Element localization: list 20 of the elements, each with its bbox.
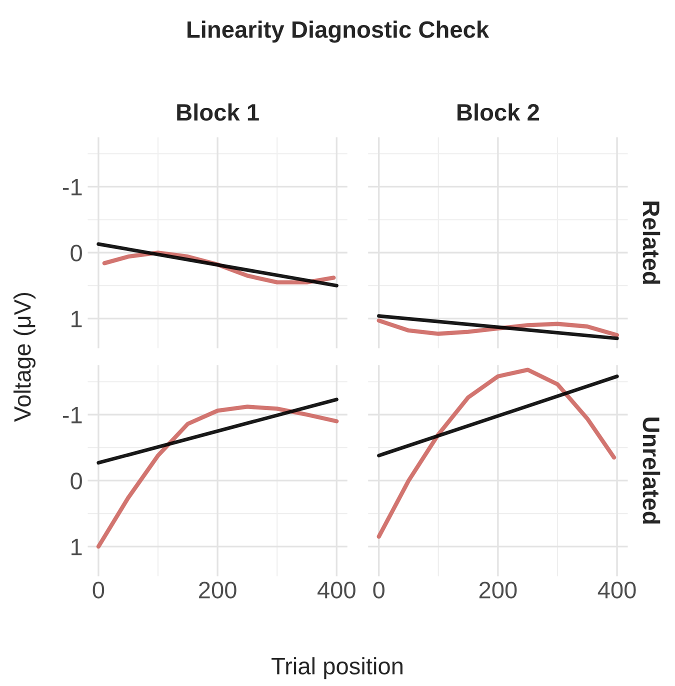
y-tick-label: -1 xyxy=(62,406,82,424)
y-tick-label: 0 xyxy=(70,472,82,490)
x-tick-label: 0 xyxy=(373,582,384,598)
line-series xyxy=(96,404,339,549)
text: Linearity Diagnostic Check xyxy=(188,20,490,43)
y-axis-title: Voltage (μV) xyxy=(14,292,36,422)
x-tick-label: 0 xyxy=(92,582,104,598)
x-tick-label: 400 xyxy=(317,582,356,598)
y-tick-label: 1 xyxy=(72,538,82,556)
x-tick-label: 200 xyxy=(199,582,236,598)
chart-title: Block 1 xyxy=(177,103,259,121)
y2-axis-title: Related xyxy=(642,202,660,284)
x-axis-title: Trial position xyxy=(272,657,402,680)
y-tick-label: 1 xyxy=(72,310,82,328)
x-tick-label: 400 xyxy=(598,582,636,598)
chart-title: Block 2 xyxy=(458,103,539,121)
y-tick-label: -1 xyxy=(62,178,82,196)
x-tick-label: 200 xyxy=(479,582,517,598)
y-tick-label: 0 xyxy=(70,244,82,262)
y2-axis-title: Unrelated xyxy=(642,418,660,524)
